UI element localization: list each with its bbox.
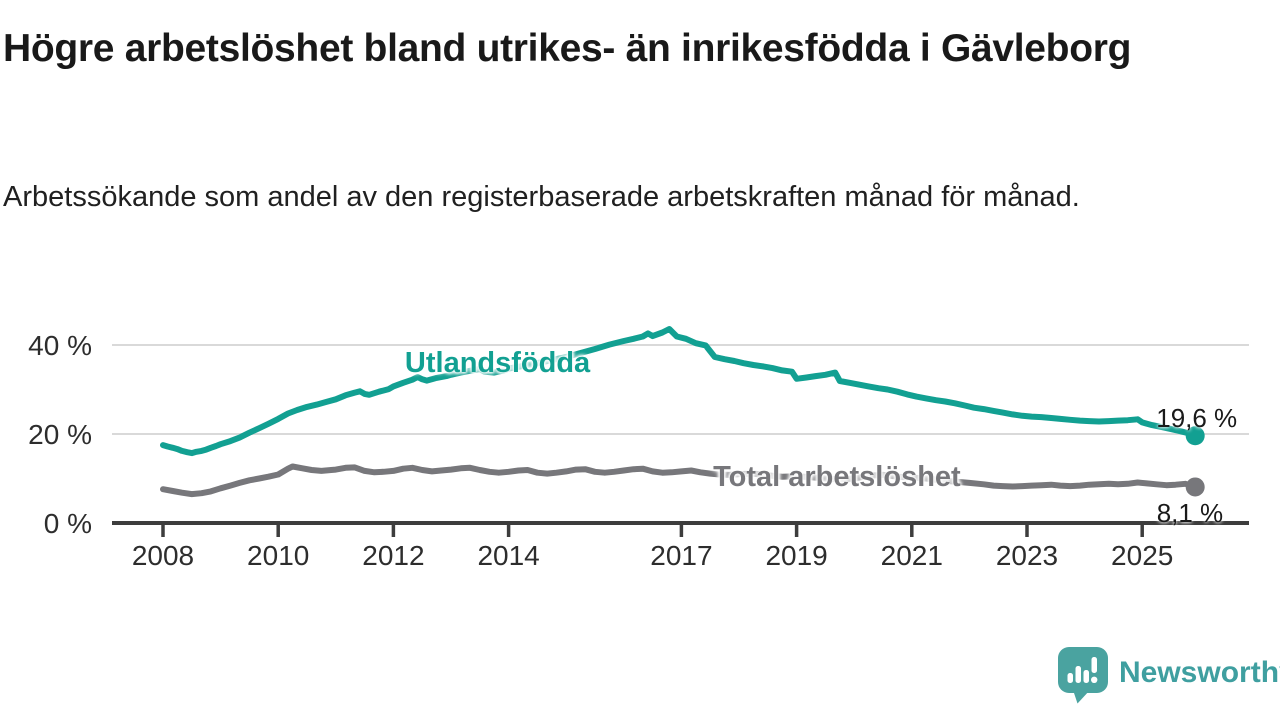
end-value-total-arbetsloshet: 8,1 %: [1156, 497, 1224, 528]
x-axis-label: 2019: [765, 540, 827, 571]
x-axis-label: 2021: [881, 540, 943, 571]
newsworthy-icon: [1058, 647, 1108, 704]
y-axis-label: 20 %: [28, 419, 92, 450]
y-axis-label: 40 %: [28, 330, 92, 361]
line-chart: 2008 2010 2012 2014 2017 2019 2021 2023 2025 0 % 2…: [28, 326, 1249, 571]
x-axis-label: 2023: [996, 540, 1058, 571]
x-axis-label: 2025: [1111, 540, 1173, 571]
series-label-total-arbetsloshet: Total arbetslöshet: [713, 461, 961, 494]
x-axis-label: 2012: [362, 540, 424, 571]
chart-title: Högre arbetslöshet bland utrikes- än inr…: [3, 27, 1132, 70]
y-axis-label: 0 %: [44, 508, 92, 539]
end-value-utlandsfodda: 19,6 %: [1156, 402, 1238, 433]
x-axis-label: 2017: [650, 540, 712, 571]
series-label-utlandsfodda: Utlandsfödda: [404, 346, 591, 379]
newsworthy-wordmark: Newsworthy: [1119, 656, 1280, 689]
x-axis-label: 2008: [132, 540, 194, 571]
series-line-0: [160, 326, 1199, 457]
chart-subtitle: Arbetssökande som andel av den registerb…: [3, 181, 1080, 213]
x-axis-label: 2010: [247, 540, 309, 571]
series-end-dot-1: [1185, 477, 1205, 497]
newsworthy-logo[interactable]: Newsworthy: [1056, 646, 1280, 704]
series-end-dot-0: [1185, 426, 1205, 446]
x-axis-label: 2014: [477, 540, 539, 571]
series-line-1: [160, 463, 1199, 498]
